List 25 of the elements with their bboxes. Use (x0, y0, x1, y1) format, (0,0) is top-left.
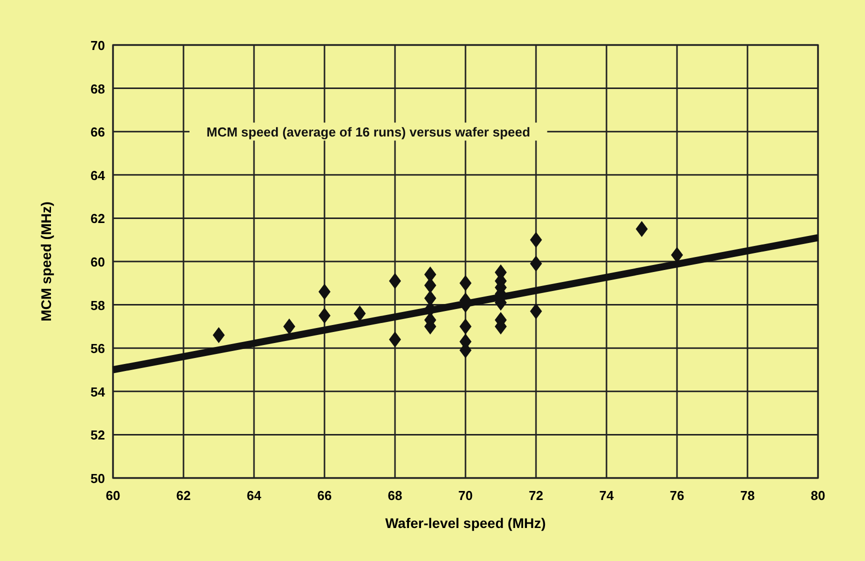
x-tick-label: 74 (599, 488, 614, 503)
y-tick-label: 52 (90, 428, 105, 443)
x-tick-label: 64 (246, 488, 262, 503)
y-tick-label: 58 (90, 298, 105, 313)
y-tick-label: 64 (90, 168, 106, 183)
y-tick-label: 62 (90, 211, 105, 226)
x-tick-label: 76 (670, 488, 684, 503)
y-tick-label: 66 (90, 124, 105, 140)
y-tick-label: 60 (90, 254, 105, 270)
y-tick-label: 70 (90, 38, 105, 53)
text: MCM speed (average of 16 runs) versus wafer speed (206, 124, 530, 140)
x-tick-label: 78 (740, 488, 755, 503)
x-axis-title: Wafer-level speed (MHz) (385, 515, 546, 531)
y-axis-title: MCM speed (MHz) (38, 202, 54, 322)
y-tick-label: 54 (90, 384, 106, 400)
x-tick-label: 72 (528, 488, 544, 503)
x-tick-label: 68 (388, 488, 402, 503)
y-tick-label: 50 (90, 471, 105, 486)
x-tick-label: 70 (458, 488, 473, 503)
y-tick-label: 68 (90, 81, 105, 96)
x-tick-label: 60 (106, 488, 120, 503)
x-tick-label: 66 (317, 488, 332, 503)
x-tick-label: 62 (176, 488, 191, 503)
y-tick-label: 56 (90, 341, 105, 356)
x-tick-label: 80 (810, 488, 826, 503)
